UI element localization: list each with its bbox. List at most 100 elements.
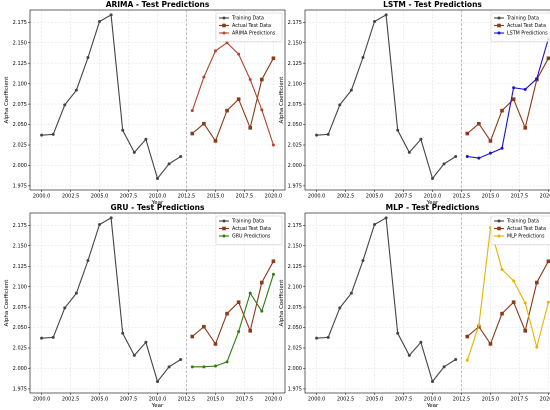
data-point	[202, 324, 206, 329]
data-point	[167, 162, 171, 166]
data-point	[511, 300, 516, 304]
data-point	[179, 357, 183, 361]
y-axis-label: Alpha Coefficient	[279, 279, 285, 327]
y-tick-label: 2.100	[288, 284, 302, 290]
legend-swatch-marker	[222, 234, 226, 238]
data-point	[260, 77, 264, 82]
y-tick-label: 2.050	[288, 122, 302, 128]
data-point	[407, 150, 411, 154]
data-point	[338, 306, 342, 310]
y-tick-label: 2.050	[13, 122, 27, 128]
legend-label: ARIMA Predictions	[232, 31, 276, 37]
x-tick-label: 2002.5	[337, 194, 355, 200]
legend-label: Actual Test Data	[507, 226, 546, 232]
data-point	[477, 323, 481, 327]
data-point	[121, 331, 125, 335]
series-actual-test-data	[465, 56, 550, 143]
data-point	[225, 108, 229, 113]
data-point	[419, 340, 423, 344]
y-tick-label: 2.125	[288, 264, 302, 270]
series-training-data	[315, 13, 458, 181]
y-tick-label: 2.150	[13, 40, 27, 46]
series-gru-predictions	[190, 272, 275, 369]
series-line-arima-predictions	[191, 41, 274, 146]
x-tick-label: 2012.5	[178, 397, 196, 403]
data-point	[465, 131, 470, 136]
data-point	[167, 365, 171, 369]
y-axis-label: Alpha Coefficient	[4, 279, 10, 327]
series-mlp-predictions	[465, 226, 550, 362]
data-point	[373, 19, 377, 23]
data-point	[535, 280, 539, 285]
data-point	[349, 88, 353, 92]
x-tick-label: 2002.5	[337, 397, 355, 403]
y-tick-label: 2.175	[288, 223, 302, 229]
x-tick-label: 2007.5	[120, 397, 138, 403]
data-point	[384, 13, 388, 17]
data-point	[488, 342, 493, 346]
data-point	[248, 126, 253, 130]
data-point	[86, 55, 90, 59]
data-point	[225, 360, 229, 364]
chart-title: GRU - Test Predictions	[110, 203, 205, 212]
data-point	[236, 300, 241, 304]
legend-label: LSTM Predictions	[507, 31, 548, 37]
data-point	[523, 329, 528, 333]
data-point	[488, 151, 492, 155]
y-tick-label: 2.075	[13, 305, 27, 311]
data-point	[465, 154, 469, 158]
data-point	[202, 75, 206, 79]
x-tick-label: 2012.5	[453, 194, 471, 200]
x-axis-label: Year	[426, 403, 439, 409]
data-point	[179, 154, 183, 158]
y-tick-label: 2.175	[13, 20, 27, 26]
x-tick-label: 2015.0	[482, 194, 500, 200]
data-point	[74, 88, 78, 92]
y-axis-label: Alpha Coefficient	[279, 76, 285, 124]
data-point	[512, 86, 516, 90]
chart-title: LSTM - Test Predictions	[383, 0, 482, 9]
legend-swatch-marker	[497, 31, 501, 35]
series-training-data	[40, 216, 183, 384]
series-line-mlp-predictions	[466, 227, 549, 361]
x-tick-label: 2015.0	[482, 397, 500, 403]
x-axis-label: Year	[426, 200, 439, 206]
legend-label: Training Data	[506, 16, 539, 22]
data-point	[477, 121, 481, 126]
axes-frame	[29, 212, 286, 394]
series-arima-predictions	[190, 41, 275, 147]
x-tick-label: 2002.5	[62, 194, 80, 200]
data-point	[260, 108, 264, 112]
data-point	[190, 131, 195, 136]
x-tick-label: 2005.0	[91, 194, 109, 200]
data-point	[349, 291, 353, 295]
y-tick-label: 2.025	[13, 143, 27, 149]
x-tick-label: 2012.5	[178, 194, 196, 200]
data-point	[384, 216, 388, 220]
data-point	[63, 306, 67, 310]
data-point	[523, 126, 528, 130]
data-point	[74, 291, 78, 295]
data-point	[512, 279, 516, 283]
data-point	[260, 309, 264, 313]
data-point	[271, 143, 275, 147]
data-point	[535, 345, 539, 349]
legend-swatch-marker	[222, 23, 226, 28]
y-tick-label: 2.000	[288, 163, 302, 169]
data-point	[465, 358, 469, 362]
y-tick-label: 2.100	[288, 81, 302, 87]
data-point	[248, 329, 253, 333]
y-tick-label: 2.125	[13, 61, 27, 67]
data-point	[132, 150, 136, 154]
data-point	[488, 139, 493, 143]
data-point	[202, 365, 206, 369]
series-line-actual-test-data	[191, 58, 274, 143]
data-point	[225, 311, 229, 316]
y-tick-label: 2.150	[288, 40, 302, 46]
data-point	[396, 128, 400, 132]
data-point	[156, 380, 159, 384]
series-actual-test-data	[190, 56, 276, 143]
series-line-training-data	[316, 217, 456, 383]
x-tick-label: 2000.0	[308, 194, 326, 200]
